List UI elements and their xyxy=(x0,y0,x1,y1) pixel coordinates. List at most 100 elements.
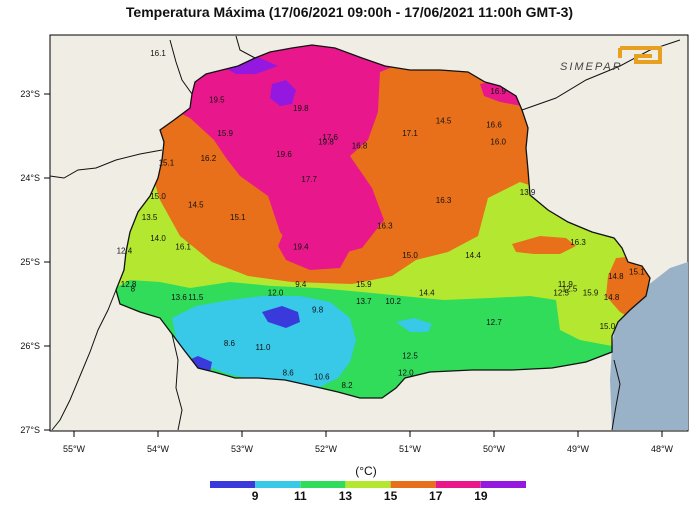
station-value-label: 15.9 xyxy=(217,129,233,138)
station-value-label: 15.1 xyxy=(629,268,645,277)
station-value-label: 17.7 xyxy=(301,175,317,184)
colorbar-unit: (°C) xyxy=(355,464,376,478)
station-value-label: 8.6 xyxy=(224,339,236,348)
station-value-label: 10.6 xyxy=(314,373,330,382)
colorbar-tick-label: 13 xyxy=(339,489,353,503)
lat-tick-label: 25°S xyxy=(20,257,40,267)
station-value-label: 19.6 xyxy=(276,150,292,159)
station-value-label: 12.0 xyxy=(268,289,284,298)
colorbar: 9 11 13 15 17 19 xyxy=(210,481,526,503)
station-value-label: 19.4 xyxy=(293,242,309,251)
lat-tick-label: 27°S xyxy=(20,425,40,435)
station-value-label: 16.9 xyxy=(490,87,506,96)
station-value-label: 9.8 xyxy=(312,305,324,314)
station-value-label: 14.5 xyxy=(188,200,204,209)
border-ms-west xyxy=(49,149,163,179)
lon-tick-label: 49°W xyxy=(567,444,590,454)
lon-tick-label: 50°W xyxy=(483,444,506,454)
border-sc-east xyxy=(611,359,621,431)
latitude-axis: 23°S 24°S 25°S 26°S 27°S xyxy=(20,89,50,435)
station-value-label: 16.6 xyxy=(486,121,502,130)
station-value-label: 16.8 xyxy=(352,142,368,151)
station-value-label: 15.9 xyxy=(583,289,599,298)
station-value-label: 15.0 xyxy=(150,192,166,201)
station-value-label: 11.0 xyxy=(256,343,272,352)
station-value-label: 10.2 xyxy=(385,297,401,306)
simepar-logo: SIMEPAR xyxy=(560,46,662,73)
colorbar-segment xyxy=(345,481,391,488)
colorbar-segment xyxy=(300,481,346,488)
station-value-label: 13.5 xyxy=(142,213,158,222)
colorbar-tick-label: 17 xyxy=(429,489,443,503)
station-value-label: 16.3 xyxy=(377,221,393,230)
station-value-label: 12.0 xyxy=(398,368,414,377)
station-value-label: 16.3 xyxy=(570,238,586,247)
colorbar-segment xyxy=(255,481,301,488)
station-value-label: 13.9 xyxy=(520,188,536,197)
station-labels: 19.519.815.9 17.619.8 16.817.114.5 16.616.0… xyxy=(117,49,646,390)
offmap-value-label: 16.1 xyxy=(150,49,166,58)
station-value-label: 13.7 xyxy=(356,297,372,306)
station-value-label: 8 xyxy=(131,284,136,293)
station-value-label: 11.9 xyxy=(558,280,574,289)
station-value-label: 16.2 xyxy=(201,154,217,163)
station-value-label: 19.8 xyxy=(318,137,334,146)
colorbar-segment xyxy=(390,481,436,488)
station-value-label: 16.3 xyxy=(436,196,452,205)
lon-tick-label: 48°W xyxy=(651,444,674,454)
station-value-label: 16.0 xyxy=(490,137,506,146)
station-value-label: 11.5 xyxy=(188,293,204,302)
longitude-axis: 55°W 54°W 53°W 52°W 51°W 50°W 49°W 48°W xyxy=(63,431,674,454)
station-value-label: 12.5 xyxy=(553,289,569,298)
border-ms-north xyxy=(169,39,193,95)
station-value-label: 13.6 xyxy=(171,293,187,302)
lon-tick-label: 54°W xyxy=(147,444,170,454)
station-value-label: 15.0 xyxy=(402,251,418,260)
lat-tick-label: 26°S xyxy=(20,341,40,351)
station-value-label: 9.4 xyxy=(295,280,307,289)
simepar-logo-mark xyxy=(620,46,662,64)
map-title: Temperatura Máxima (17/06/2021 09:00h - … xyxy=(125,4,574,20)
simepar-logo-text: SIMEPAR xyxy=(560,61,623,73)
station-value-label: 14.4 xyxy=(465,251,481,260)
lat-tick-label: 23°S xyxy=(20,89,40,99)
border-sc-west xyxy=(171,333,183,431)
station-value-label: 15.1 xyxy=(159,158,175,167)
lon-tick-label: 51°W xyxy=(399,444,422,454)
station-value-label: 14.0 xyxy=(150,234,166,243)
border-argentina xyxy=(51,289,117,431)
station-value-label: 12.5 xyxy=(562,284,578,293)
station-value-label: 14.5 xyxy=(436,116,452,125)
station-value-label: 12.7 xyxy=(486,318,502,327)
station-value-label: 14.8 xyxy=(604,293,620,302)
station-value-label: 16.1 xyxy=(175,242,191,251)
station-value-label: 8.6 xyxy=(283,368,295,377)
border-sp-north xyxy=(235,35,256,59)
lat-tick-label: 24°S xyxy=(20,173,40,183)
station-value-label: 12.8 xyxy=(121,280,137,289)
lon-tick-label: 53°W xyxy=(231,444,254,454)
colorbar-tick-label: 19 xyxy=(474,489,488,503)
station-value-label: 8.2 xyxy=(341,381,353,390)
station-value-label: 17.1 xyxy=(402,129,418,138)
lon-tick-label: 55°W xyxy=(63,444,86,454)
station-value-label: 14.4 xyxy=(419,289,435,298)
station-value-label: 15.1 xyxy=(230,213,246,222)
lon-tick-label: 52°W xyxy=(315,444,338,454)
state-outline xyxy=(115,44,651,399)
station-value-label: 15.0 xyxy=(600,322,616,331)
colorbar-tick-label: 11 xyxy=(294,489,307,503)
station-value-label: 19.5 xyxy=(209,95,225,104)
colorbar-tick-label: 9 xyxy=(252,489,259,503)
station-value-label: 12.4 xyxy=(117,247,133,256)
station-value-label: 15.9 xyxy=(356,280,372,289)
station-value-label: 14.8 xyxy=(608,272,624,281)
station-value-label: 17.6 xyxy=(322,133,338,142)
colorbar-segment xyxy=(480,481,526,488)
colorbar-tick-label: 15 xyxy=(384,489,398,503)
colorbar-segment xyxy=(435,481,481,488)
colorbar-segment xyxy=(210,481,256,488)
station-value-label: 19.8 xyxy=(293,104,309,113)
station-value-label: 12.5 xyxy=(402,352,418,361)
